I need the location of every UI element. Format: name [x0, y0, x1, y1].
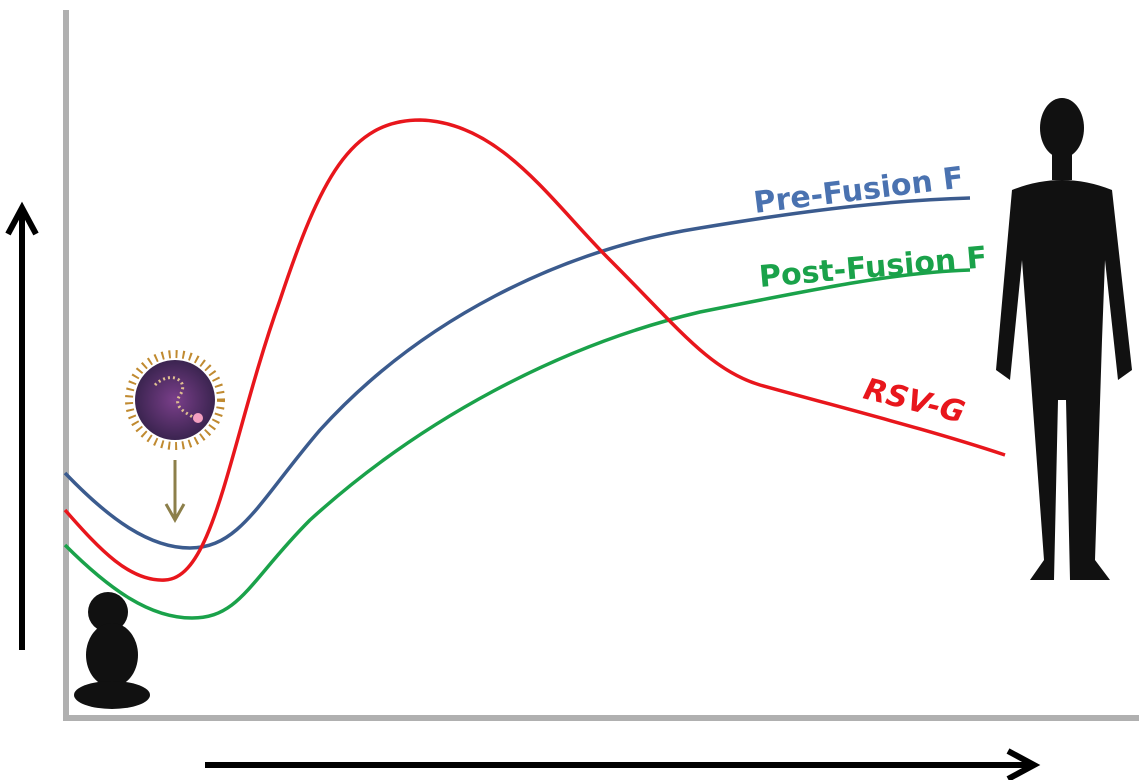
virus-icon — [129, 354, 221, 446]
curve-label: Pre-Fusion F — [752, 160, 966, 220]
baby-silhouette — [74, 592, 150, 709]
right-arrow — [205, 751, 1034, 779]
curve-label: RSV-G — [860, 372, 968, 431]
diagram: Pre-Fusion F Post-Fusion F RSV-G — [0, 0, 1139, 780]
post-fusion-curve — [65, 270, 970, 618]
up-arrow — [8, 208, 36, 650]
curve-label: Post-Fusion F — [758, 240, 989, 295]
adult-silhouette — [996, 98, 1132, 580]
down-arrow — [166, 460, 184, 520]
